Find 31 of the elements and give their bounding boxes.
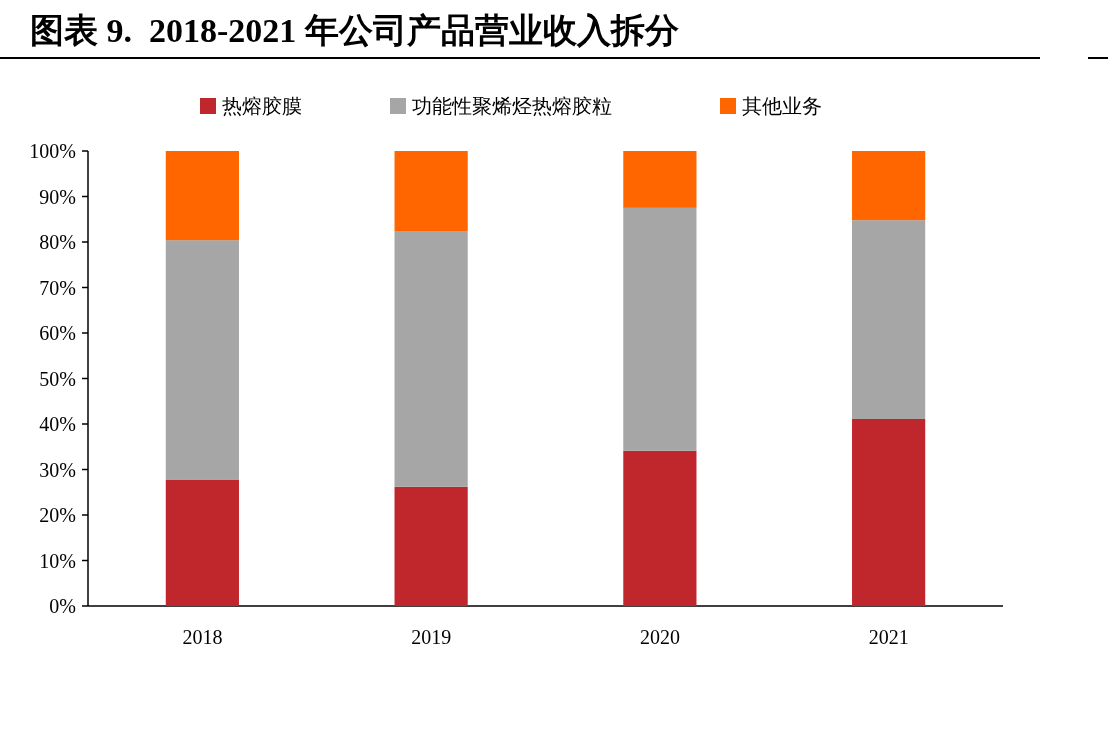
bar [394,231,468,487]
y-tick-label: 20% [39,504,76,526]
x-tick-label: 2021 [868,626,909,648]
y-tick-label: 0% [49,595,76,617]
y-tick-label: 50% [39,367,76,390]
legend-label: 其他业务 [742,95,822,117]
bar [394,151,468,232]
legend-label: 功能性聚烯烃热熔胶粒 [412,95,612,117]
bar [623,151,697,208]
bar [165,240,239,480]
bar [852,151,926,221]
x-tick-label: 2020 [639,626,680,648]
x-tick-label: 2018 [182,626,223,648]
bar [394,486,468,606]
chart-title: 图表 9. 2018-2021 年公司产品营业收入拆分 [30,12,679,49]
y-tick-label: 100% [29,140,76,162]
y-tick-label: 80% [39,231,76,253]
bar [852,220,926,419]
x-tick-label: 2019 [411,626,452,648]
y-tick-label: 70% [39,276,76,299]
y-tick-label: 30% [39,458,76,481]
bar [165,479,239,606]
y-tick-label: 60% [39,322,76,344]
bar [165,151,239,241]
bar [623,207,697,451]
y-tick-label: 40% [39,413,76,435]
y-tick-label: 90% [39,185,76,208]
bar [623,450,697,606]
y-tick-label: 10% [39,549,76,572]
bar [852,419,926,606]
legend-label: 热熔胶膜 [222,95,302,117]
